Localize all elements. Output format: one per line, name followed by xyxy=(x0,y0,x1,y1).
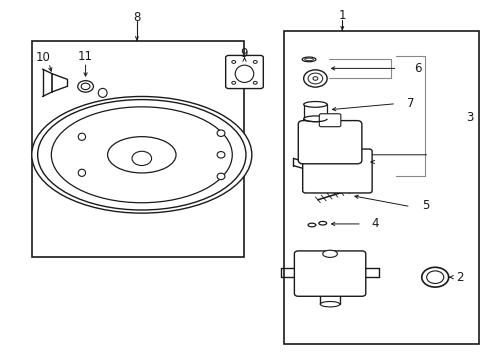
Ellipse shape xyxy=(426,271,443,284)
Ellipse shape xyxy=(98,89,107,98)
Text: 4: 4 xyxy=(371,217,379,230)
Ellipse shape xyxy=(217,130,224,136)
Text: 5: 5 xyxy=(421,199,428,212)
Ellipse shape xyxy=(78,133,85,140)
Text: 1: 1 xyxy=(338,9,346,22)
Ellipse shape xyxy=(132,151,151,166)
Text: 7: 7 xyxy=(406,97,414,110)
Ellipse shape xyxy=(78,169,85,176)
Ellipse shape xyxy=(322,250,337,257)
Ellipse shape xyxy=(253,81,257,84)
Ellipse shape xyxy=(78,81,93,92)
Ellipse shape xyxy=(318,221,326,225)
Ellipse shape xyxy=(253,60,257,63)
Text: 8: 8 xyxy=(133,11,141,24)
Bar xyxy=(32,41,244,257)
FancyBboxPatch shape xyxy=(298,121,361,164)
Ellipse shape xyxy=(307,73,322,84)
Ellipse shape xyxy=(231,60,235,63)
Ellipse shape xyxy=(217,173,224,180)
FancyBboxPatch shape xyxy=(302,149,371,193)
Ellipse shape xyxy=(107,137,176,173)
Ellipse shape xyxy=(231,81,235,84)
Ellipse shape xyxy=(81,83,90,90)
FancyBboxPatch shape xyxy=(225,55,263,89)
FancyBboxPatch shape xyxy=(294,251,365,296)
Ellipse shape xyxy=(304,58,313,61)
Ellipse shape xyxy=(303,116,326,122)
Text: 3: 3 xyxy=(465,111,472,123)
Text: 10: 10 xyxy=(36,51,50,64)
Text: 2: 2 xyxy=(455,271,463,284)
Text: 6: 6 xyxy=(413,62,421,75)
Ellipse shape xyxy=(302,57,315,62)
Ellipse shape xyxy=(38,100,245,210)
Ellipse shape xyxy=(307,223,315,227)
Bar xyxy=(283,31,478,344)
Ellipse shape xyxy=(235,65,253,82)
FancyBboxPatch shape xyxy=(319,114,340,127)
Ellipse shape xyxy=(421,267,448,287)
Text: 11: 11 xyxy=(78,50,93,63)
Ellipse shape xyxy=(312,77,317,80)
Text: 9: 9 xyxy=(240,47,248,60)
Ellipse shape xyxy=(303,102,326,107)
Ellipse shape xyxy=(51,107,232,203)
Ellipse shape xyxy=(320,301,339,307)
Ellipse shape xyxy=(303,70,326,87)
Ellipse shape xyxy=(217,152,224,158)
Ellipse shape xyxy=(32,96,251,213)
